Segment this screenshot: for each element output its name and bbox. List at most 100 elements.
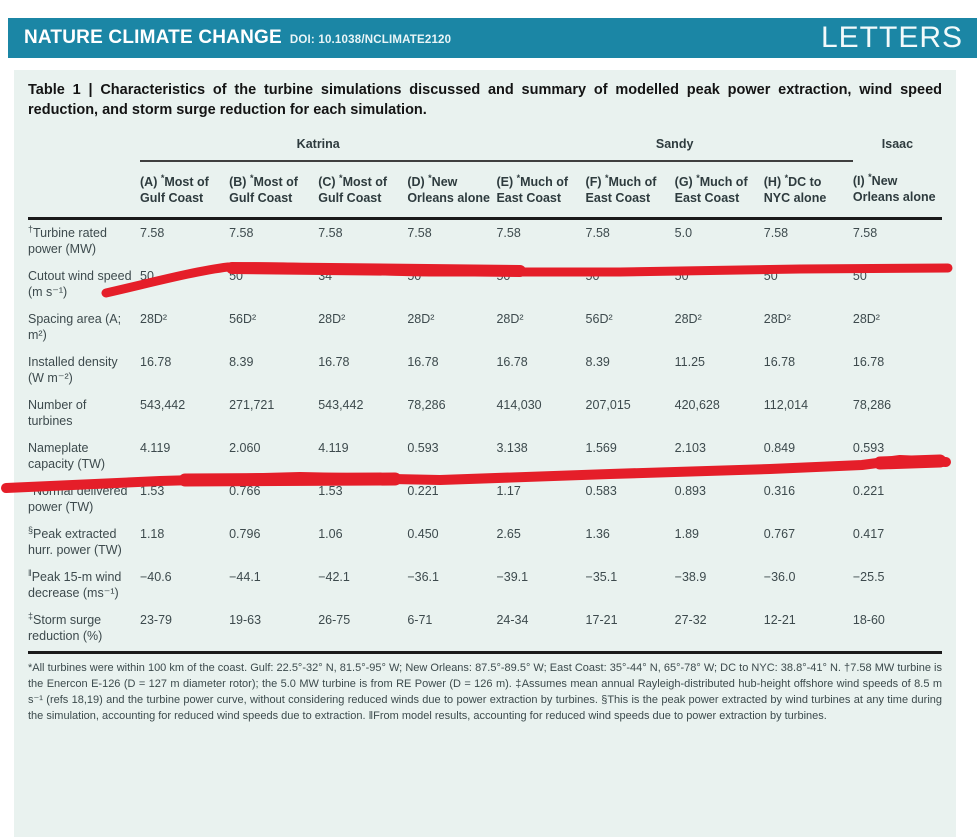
cell: 5.0 xyxy=(674,225,693,240)
footnote-mark: * xyxy=(428,172,432,183)
cell: 50 xyxy=(496,268,511,283)
cell: 6-71 xyxy=(407,612,433,627)
journal-title: NATURE CLIMATE CHANGE xyxy=(24,27,282,48)
table-row: §Peak extracted hurr. power (TW) 1.18 0.79… xyxy=(28,521,942,564)
cell: 7.58 xyxy=(763,225,789,240)
cell: 112,014 xyxy=(763,397,809,412)
cell: 28D² xyxy=(852,311,880,326)
cell: 1.53 xyxy=(140,483,165,498)
row-label: Spacing area (A; m²) xyxy=(28,311,122,343)
masthead-bar: NATURE CLIMATE CHANGE DOI: 10.1038/NCLIM… xyxy=(8,18,977,58)
footnote-mark: * xyxy=(339,172,343,183)
cell: 78,286 xyxy=(852,397,892,412)
cell: 0.450 xyxy=(407,526,439,541)
cell: 271,721 xyxy=(229,397,275,412)
cell: 0.893 xyxy=(674,483,706,498)
footnote-mark: * xyxy=(696,172,700,183)
cell: 12-21 xyxy=(763,612,796,627)
column-header-c: (C) *Most of Gulf Coast xyxy=(318,160,408,220)
cell: 50 xyxy=(763,268,778,283)
cell: −38.9 xyxy=(674,569,707,584)
cell: 16.78 xyxy=(140,354,172,369)
cell: 0.583 xyxy=(585,483,617,498)
cell: 50 xyxy=(140,268,154,283)
cell: 50 xyxy=(229,268,244,283)
cell: 0.796 xyxy=(229,526,261,541)
cell: 0.593 xyxy=(852,440,885,455)
group-spacer-cell xyxy=(28,136,140,161)
column-header-e: (E) *Much of East Coast xyxy=(496,160,586,220)
cell: 28D² xyxy=(496,311,524,326)
group-label-sandy: Sandy xyxy=(496,136,853,162)
cell: 16.78 xyxy=(852,354,885,369)
table-row: ‡Normal delivered power (TW) 1.53 0.766 1.5… xyxy=(28,478,942,521)
row-label: ‖Peak 15-m wind decrease (ms⁻¹) xyxy=(28,567,122,600)
cell: 414,030 xyxy=(496,397,542,412)
cell: 17-21 xyxy=(585,612,618,627)
column-header-g: (G) *Much of East Coast xyxy=(674,160,764,220)
cell: 2.060 xyxy=(229,440,261,455)
cell: 0.221 xyxy=(852,483,885,498)
column-header-f: (F) *Much of East Coast xyxy=(585,160,675,220)
cell: 8.39 xyxy=(229,354,254,369)
cell: −40.6 xyxy=(140,569,172,584)
table-footnote: *All turbines were within 100 km of the … xyxy=(28,650,942,725)
footnote-mark: ‡ xyxy=(28,610,34,621)
column-header-spacer xyxy=(28,160,140,220)
cell: 0.316 xyxy=(763,483,796,498)
cell: 0.766 xyxy=(229,483,261,498)
cell: 50 xyxy=(674,268,689,283)
column-header-d: (D) *New Orleans alone xyxy=(407,160,497,220)
footnote-mark: * xyxy=(784,172,789,183)
cell: 28D² xyxy=(674,311,702,326)
cell: 56D² xyxy=(229,311,257,326)
cell: 207,015 xyxy=(585,397,631,412)
cell: 420,628 xyxy=(674,397,720,412)
cell: 2.65 xyxy=(496,526,521,541)
row-label: Number of turbines xyxy=(28,397,87,429)
table-row: ‖Peak 15-m wind decrease (ms⁻¹) −40.6 −44.… xyxy=(28,564,942,607)
table-title: Table 1 | Characteristics of the turbine… xyxy=(28,82,942,118)
cell: 0.767 xyxy=(763,526,796,541)
footnote-mark: * xyxy=(249,172,254,183)
row-label: Installed density (W m⁻²) xyxy=(28,354,118,386)
table-row: †Turbine rated power (MW) 7.58 7.58 7.58 7.5… xyxy=(28,218,942,263)
cell: 23-79 xyxy=(140,612,172,627)
cell: −42.1 xyxy=(318,569,350,584)
cell: 7.58 xyxy=(852,225,878,240)
cell: 1.569 xyxy=(585,440,617,455)
cell: 19-63 xyxy=(229,612,262,627)
cell: 0.417 xyxy=(852,526,885,541)
footnote-mark: * xyxy=(604,172,609,183)
cell: 50 xyxy=(852,268,867,283)
cell: 1.53 xyxy=(318,483,343,498)
table-row: Installed density (W m⁻²) 16.78 8.39 16.78 1… xyxy=(28,349,942,392)
cell: 1.17 xyxy=(496,483,521,498)
row-label: ‡Storm surge reduction (%) xyxy=(28,610,103,643)
cell: 78,286 xyxy=(407,397,446,412)
cell: −35.1 xyxy=(585,569,618,584)
cell: −44.1 xyxy=(229,569,261,584)
sim-table-head: Katrina Sandy Isaac (A) *Most of Gulf Coast… xyxy=(28,136,942,220)
cell: 7.58 xyxy=(496,225,521,240)
cell: 1.36 xyxy=(585,526,610,541)
cell: 7.58 xyxy=(318,225,343,240)
cell: 7.58 xyxy=(229,225,254,240)
footnote-mark: † xyxy=(28,223,34,234)
column-header-i: (I) *New Orleans alone xyxy=(852,160,942,220)
cell: 16.78 xyxy=(496,354,528,369)
footnote-mark: ‖ xyxy=(28,567,32,578)
group-label-katrina: Katrina xyxy=(140,136,497,162)
cell: 28D² xyxy=(407,311,435,326)
cell: 3.138 xyxy=(496,440,528,455)
row-label: §Peak extracted hurr. power (TW) xyxy=(28,524,122,557)
table-row: Number of turbines 543,442 271,721 543,442 7… xyxy=(28,392,942,435)
group-header-row: Katrina Sandy Isaac xyxy=(28,136,942,162)
cell: 11.25 xyxy=(674,354,706,369)
cell: −39.1 xyxy=(496,569,529,584)
cell: 7.58 xyxy=(140,225,165,240)
cell: 4.119 xyxy=(318,440,349,455)
sim-table-body: †Turbine rated power (MW) 7.58 7.58 7.58 7.5… xyxy=(28,218,942,650)
cell: 1.06 xyxy=(318,526,343,541)
